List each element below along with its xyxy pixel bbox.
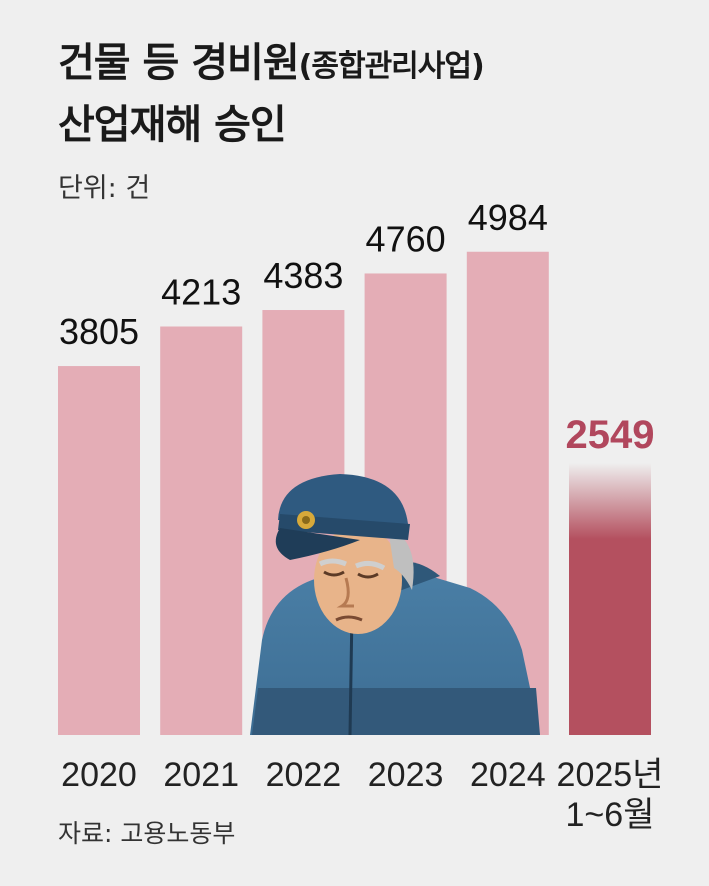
guard-hair — [388, 528, 414, 590]
value-label-2023: 4760 — [366, 218, 446, 259]
value-label-2020: 3805 — [59, 311, 139, 352]
guard-cap-visor — [275, 528, 360, 560]
guard-eye-right — [357, 572, 379, 579]
title-line1: 건물 등 경비원 — [58, 40, 300, 86]
guard-eye-left — [323, 570, 345, 577]
category-label-2025년-line2: 1~6월 — [566, 796, 655, 834]
category-label-2024: 2024 — [470, 756, 546, 794]
value-label-2024: 4984 — [468, 197, 548, 238]
chart-title: 건물 등 경비원(종합관리사업) 산업재해 승인 — [58, 34, 485, 154]
title-subtitle: (종합관리사업) — [298, 49, 485, 84]
guard-mouth — [335, 615, 363, 622]
bar-2020 — [58, 366, 140, 735]
guard-brow-right — [355, 560, 386, 571]
title-line2: 산업재해 승인 — [58, 102, 287, 148]
unit-label: 단위: 건 — [58, 173, 151, 204]
guard-nose — [336, 577, 354, 608]
guard-jacket-band — [252, 688, 540, 735]
bar-2025년 — [569, 462, 651, 735]
value-label-2025년: 2549 — [566, 413, 655, 457]
category-label-2021: 2021 — [163, 756, 239, 794]
source-note: 자료: 고용노동부 — [58, 819, 236, 848]
category-label-2020: 2020 — [61, 756, 137, 794]
guard-illustration — [250, 474, 540, 736]
category-label-2023: 2023 — [368, 756, 444, 794]
value-label-2021: 4213 — [161, 272, 241, 313]
category-label-2022: 2022 — [266, 756, 342, 794]
value-label-2022: 4383 — [263, 255, 343, 296]
guard-brow-left — [318, 558, 347, 567]
guard-face — [314, 526, 402, 634]
category-label-2025년: 2025년 — [557, 756, 664, 794]
bar-2021 — [160, 326, 243, 735]
value-labels-group: 3805 4213 4383 4760 4984 2549 — [59, 197, 655, 457]
guard-cap-crown — [278, 474, 408, 524]
